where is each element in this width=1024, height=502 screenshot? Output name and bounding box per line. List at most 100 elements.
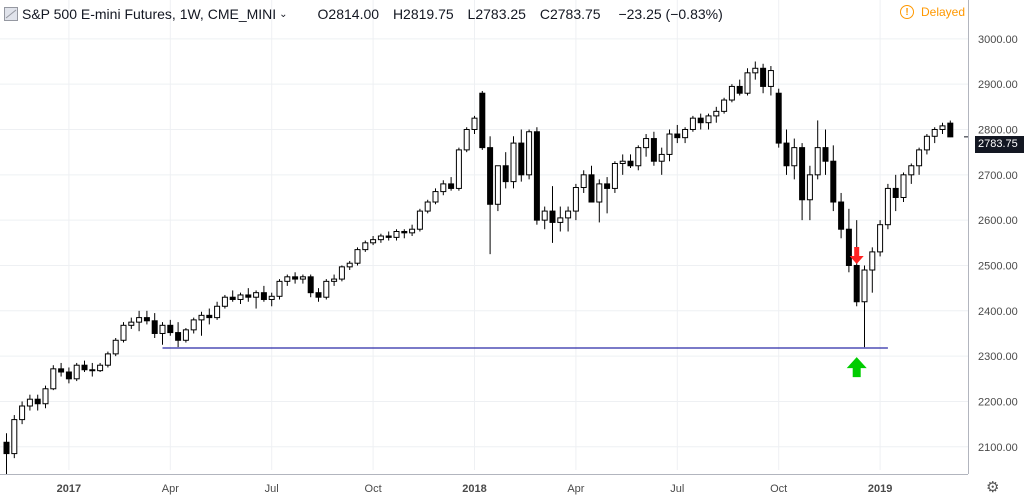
candle-up[interactable]: [767, 70, 774, 87]
candle-up[interactable]: [884, 187, 891, 226]
candle-up[interactable]: [276, 280, 283, 297]
candle-up[interactable]: [494, 165, 501, 205]
candle-down[interactable]: [81, 364, 88, 371]
candle-down[interactable]: [783, 142, 790, 167]
candle-up[interactable]: [869, 251, 876, 271]
candle-up[interactable]: [908, 165, 915, 176]
candle-up[interactable]: [97, 364, 104, 372]
candle-up[interactable]: [861, 269, 868, 303]
candle-up[interactable]: [284, 276, 291, 282]
candle-up[interactable]: [362, 242, 369, 251]
candle-up[interactable]: [253, 292, 260, 298]
candle-down[interactable]: [292, 276, 299, 280]
candle-up[interactable]: [471, 117, 478, 130]
candle-up[interactable]: [682, 128, 689, 139]
symbol-icon[interactable]: [4, 7, 18, 21]
candle-up[interactable]: [557, 217, 564, 223]
candle-down[interactable]: [229, 296, 236, 300]
candle-up[interactable]: [159, 324, 166, 334]
candle-up[interactable]: [338, 266, 345, 280]
candle-up[interactable]: [370, 239, 377, 244]
candle-up[interactable]: [112, 339, 119, 355]
candle-up[interactable]: [455, 149, 462, 189]
candle-up[interactable]: [619, 160, 626, 164]
candle-down[interactable]: [315, 292, 322, 298]
candle-down[interactable]: [58, 368, 65, 373]
candle-up[interactable]: [814, 147, 821, 176]
candle-up[interactable]: [806, 174, 813, 201]
candle-down[interactable]: [151, 320, 158, 334]
candle-up[interactable]: [900, 174, 907, 198]
candle-up[interactable]: [331, 278, 338, 282]
candle-up[interactable]: [440, 183, 447, 193]
candle-up[interactable]: [565, 210, 572, 219]
candle-up[interactable]: [354, 249, 361, 264]
candle-down[interactable]: [245, 294, 252, 298]
candle-up[interactable]: [658, 153, 665, 162]
candle-up[interactable]: [323, 280, 330, 298]
candle-up[interactable]: [611, 162, 618, 189]
candle-down[interactable]: [627, 160, 634, 167]
candle-up[interactable]: [923, 135, 930, 151]
candle-up[interactable]: [877, 224, 884, 253]
candle-up[interactable]: [214, 305, 221, 319]
candle-up[interactable]: [221, 296, 228, 307]
candle-up[interactable]: [713, 110, 720, 117]
candle-down[interactable]: [175, 332, 182, 341]
candle-up[interactable]: [791, 147, 798, 167]
candle-up[interactable]: [939, 125, 946, 130]
candle-up[interactable]: [346, 262, 353, 268]
candle-down[interactable]: [588, 174, 595, 203]
candle-up[interactable]: [182, 329, 189, 341]
candle-up[interactable]: [11, 419, 18, 455]
symbol-title[interactable]: S&P 500 E-mini Futures, 1W, CME_MINI: [22, 6, 277, 22]
candle-up[interactable]: [136, 317, 143, 323]
candle-down[interactable]: [34, 398, 41, 405]
candle-up[interactable]: [463, 128, 470, 151]
gear-icon[interactable]: ⚙: [986, 479, 1000, 496]
candle-down[interactable]: [845, 228, 852, 266]
candle-down[interactable]: [830, 160, 837, 203]
candle-up[interactable]: [190, 319, 197, 331]
candle-up[interactable]: [744, 72, 751, 94]
candle-down[interactable]: [89, 369, 96, 372]
candle-down[interactable]: [307, 276, 314, 294]
candle-down[interactable]: [448, 183, 455, 189]
candle-up[interactable]: [237, 294, 244, 300]
candle-up[interactable]: [268, 295, 275, 300]
candle-down[interactable]: [650, 138, 657, 162]
candle-down[interactable]: [206, 314, 213, 319]
candle-down[interactable]: [853, 264, 860, 303]
candle-down[interactable]: [3, 441, 10, 455]
candle-up[interactable]: [541, 210, 548, 221]
candle-up[interactable]: [19, 405, 26, 421]
candle-up[interactable]: [104, 353, 111, 366]
candle-down[interactable]: [775, 92, 782, 144]
candle-up[interactable]: [42, 388, 49, 405]
candle-up[interactable]: [393, 230, 400, 238]
candle-up[interactable]: [721, 99, 728, 112]
candle-down[interactable]: [143, 317, 150, 322]
candle-down[interactable]: [947, 122, 954, 138]
candle-up[interactable]: [705, 115, 712, 124]
candle-down[interactable]: [674, 133, 681, 139]
candle-down[interactable]: [502, 165, 509, 183]
candle-down[interactable]: [479, 92, 486, 149]
candle-up[interactable]: [26, 398, 33, 407]
candle-down[interactable]: [385, 235, 392, 238]
candle-up[interactable]: [510, 142, 517, 183]
candle-up[interactable]: [931, 128, 938, 137]
candle-down[interactable]: [487, 147, 494, 205]
candle-down[interactable]: [822, 147, 829, 162]
candle-up[interactable]: [689, 117, 696, 130]
candle-down[interactable]: [401, 230, 408, 234]
candle-up[interactable]: [299, 276, 306, 280]
candle-up[interactable]: [50, 368, 57, 390]
candle-up[interactable]: [916, 149, 923, 167]
chevron-down-icon[interactable]: ⌄: [279, 8, 288, 20]
candle-down[interactable]: [604, 183, 611, 189]
candle-down[interactable]: [760, 67, 767, 87]
candle-up[interactable]: [377, 235, 384, 241]
candle-down[interactable]: [518, 142, 525, 176]
